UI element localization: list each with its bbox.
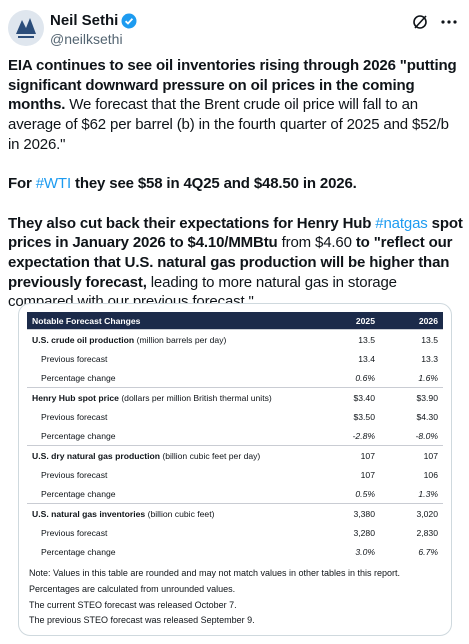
text-segment: We forecast that the Brent crude oil pri… bbox=[8, 96, 449, 153]
row-label: Percentage change bbox=[41, 546, 116, 557]
value-cell: $3.40 bbox=[317, 387, 380, 407]
row-label: Percentage change bbox=[41, 372, 116, 383]
value-cell: 106 bbox=[423, 469, 438, 480]
row-label: Percentage change bbox=[41, 488, 116, 499]
paragraph: They also cut back their expectations fo… bbox=[8, 214, 463, 313]
text-segment: For bbox=[8, 175, 36, 193]
grok-icon[interactable] bbox=[413, 15, 427, 29]
value-cell: 107 bbox=[380, 445, 443, 465]
table-body: U.S. crude oil production (million barre… bbox=[27, 329, 443, 562]
more-icon[interactable] bbox=[441, 20, 457, 24]
value-cell: 3,020 bbox=[380, 503, 443, 523]
row-label: Previous forecast bbox=[41, 353, 108, 364]
author-name[interactable]: Neil Sethi bbox=[50, 12, 119, 29]
section-label: Henry Hub spot price (dollars per millio… bbox=[27, 387, 317, 407]
author-handle[interactable]: @neilksethi bbox=[50, 31, 123, 47]
section-row: U.S. dry natural gas production (billion… bbox=[27, 445, 443, 465]
text-segment: from $4.60 bbox=[277, 234, 356, 252]
text-segment: to "reflect our expectation that U.S. na… bbox=[8, 234, 453, 291]
sub-row: Previous forecast 107 106 bbox=[27, 465, 443, 484]
header-cell: Notable Forecast Changes bbox=[27, 312, 317, 330]
note-line: The previous STEO forecast was released … bbox=[29, 615, 255, 626]
value-cell: 107 bbox=[360, 469, 375, 480]
value-cell: 3,380 bbox=[317, 503, 380, 523]
header-cell: 2026 bbox=[380, 312, 443, 330]
table-header: Notable Forecast Changes 2025 2026 bbox=[27, 312, 443, 330]
value-cell: 3,280 bbox=[353, 527, 375, 538]
sub-row: Percentage change 3.0% 6.7% bbox=[27, 542, 443, 561]
section-unit: (billion cubic feet) bbox=[147, 508, 215, 519]
row-label: Previous forecast bbox=[41, 411, 108, 422]
sub-row: Previous forecast 3,280 2,830 bbox=[27, 523, 443, 542]
table-image[interactable]: Notable Forecast Changes 2025 2026 U.S. cru… bbox=[18, 303, 452, 636]
section-row: U.S. crude oil production (million barre… bbox=[27, 329, 443, 349]
value-cell: 1.3% bbox=[418, 488, 438, 499]
sub-row: Percentage change 0.5% 1.3% bbox=[27, 484, 443, 504]
paragraph: EIA continues to see oil inventories ris… bbox=[8, 56, 463, 155]
text-segment: they see $58 in 4Q25 and $48.50 in 2026. bbox=[70, 175, 357, 193]
avatar[interactable] bbox=[8, 10, 44, 46]
text-segment: They also cut back their expectations fo… bbox=[8, 214, 376, 232]
value-cell: $3.90 bbox=[380, 387, 443, 407]
value-cell: 13.5 bbox=[380, 329, 443, 349]
section-title: U.S. natural gas inventories bbox=[32, 508, 146, 519]
section-unit: (billion cubic feet per day) bbox=[162, 450, 261, 461]
avatar-image bbox=[8, 10, 44, 46]
value-cell: -8.0% bbox=[415, 430, 438, 441]
value-cell: -2.8% bbox=[352, 430, 375, 441]
forecast-table: Notable Forecast Changes 2025 2026 U.S. cru… bbox=[27, 312, 443, 561]
text-segment: spot prices in January 2026 to $4.10/MMB… bbox=[8, 214, 463, 252]
header-cell: 2025 bbox=[317, 312, 380, 330]
row-label: Previous forecast bbox=[41, 527, 108, 538]
value-cell: 107 bbox=[317, 445, 380, 465]
table-note: Note: Values in this table are rounded a… bbox=[29, 566, 441, 629]
hashtag-link[interactable]: #WTI bbox=[35, 175, 71, 193]
section-title: Henry Hub spot price bbox=[32, 392, 119, 403]
note-line: Note: Values in this table are rounded a… bbox=[29, 568, 401, 594]
value-cell: 1.6% bbox=[418, 372, 438, 383]
section-label: U.S. crude oil production (million barre… bbox=[27, 329, 317, 349]
header-row: Notable Forecast Changes 2025 2026 bbox=[27, 312, 443, 330]
row-label: Previous forecast bbox=[41, 469, 108, 480]
section-row: Henry Hub spot price (dollars per millio… bbox=[27, 387, 443, 407]
post-text: EIA continues to see oil inventories ris… bbox=[8, 56, 463, 332]
section-title: U.S. crude oil production bbox=[32, 334, 135, 345]
sub-row: Percentage change 0.6% 1.6% bbox=[27, 368, 443, 388]
section-label: U.S. dry natural gas production (billion… bbox=[27, 445, 317, 465]
section-unit: (dollars per million British thermal uni… bbox=[121, 392, 272, 403]
value-cell: 3.0% bbox=[355, 546, 375, 557]
section-label: U.S. natural gas inventories (billion cu… bbox=[27, 503, 317, 523]
value-cell: $3.50 bbox=[353, 411, 375, 422]
sub-row: Previous forecast 13.4 13.3 bbox=[27, 349, 443, 368]
row-label: Percentage change bbox=[41, 430, 116, 441]
value-cell: 0.5% bbox=[355, 488, 375, 499]
value-cell: 6.7% bbox=[418, 546, 438, 557]
hashtag-link[interactable]: #natgas bbox=[375, 214, 428, 232]
section-unit: (million barrels per day) bbox=[136, 334, 227, 345]
text-segment: EIA continues to see oil inventories ris… bbox=[8, 57, 457, 114]
sub-row: Percentage change -2.8% -8.0% bbox=[27, 426, 443, 446]
section-row: U.S. natural gas inventories (billion cu… bbox=[27, 503, 443, 523]
note-line: The current STEO forecast was released O… bbox=[29, 599, 237, 610]
value-cell: $4.30 bbox=[416, 411, 438, 422]
section-title: U.S. dry natural gas production bbox=[32, 450, 160, 461]
value-cell: 13.3 bbox=[421, 353, 438, 364]
paragraph: For #WTI they see $58 in 4Q25 and $48.50… bbox=[8, 174, 463, 194]
value-cell: 13.4 bbox=[358, 353, 375, 364]
header-icons bbox=[413, 15, 457, 29]
value-cell: 0.6% bbox=[355, 372, 375, 383]
value-cell: 2,830 bbox=[416, 527, 438, 538]
sub-row: Previous forecast $3.50 $4.30 bbox=[27, 407, 443, 426]
verified-badge bbox=[121, 13, 137, 29]
value-cell: 13.5 bbox=[317, 329, 380, 349]
